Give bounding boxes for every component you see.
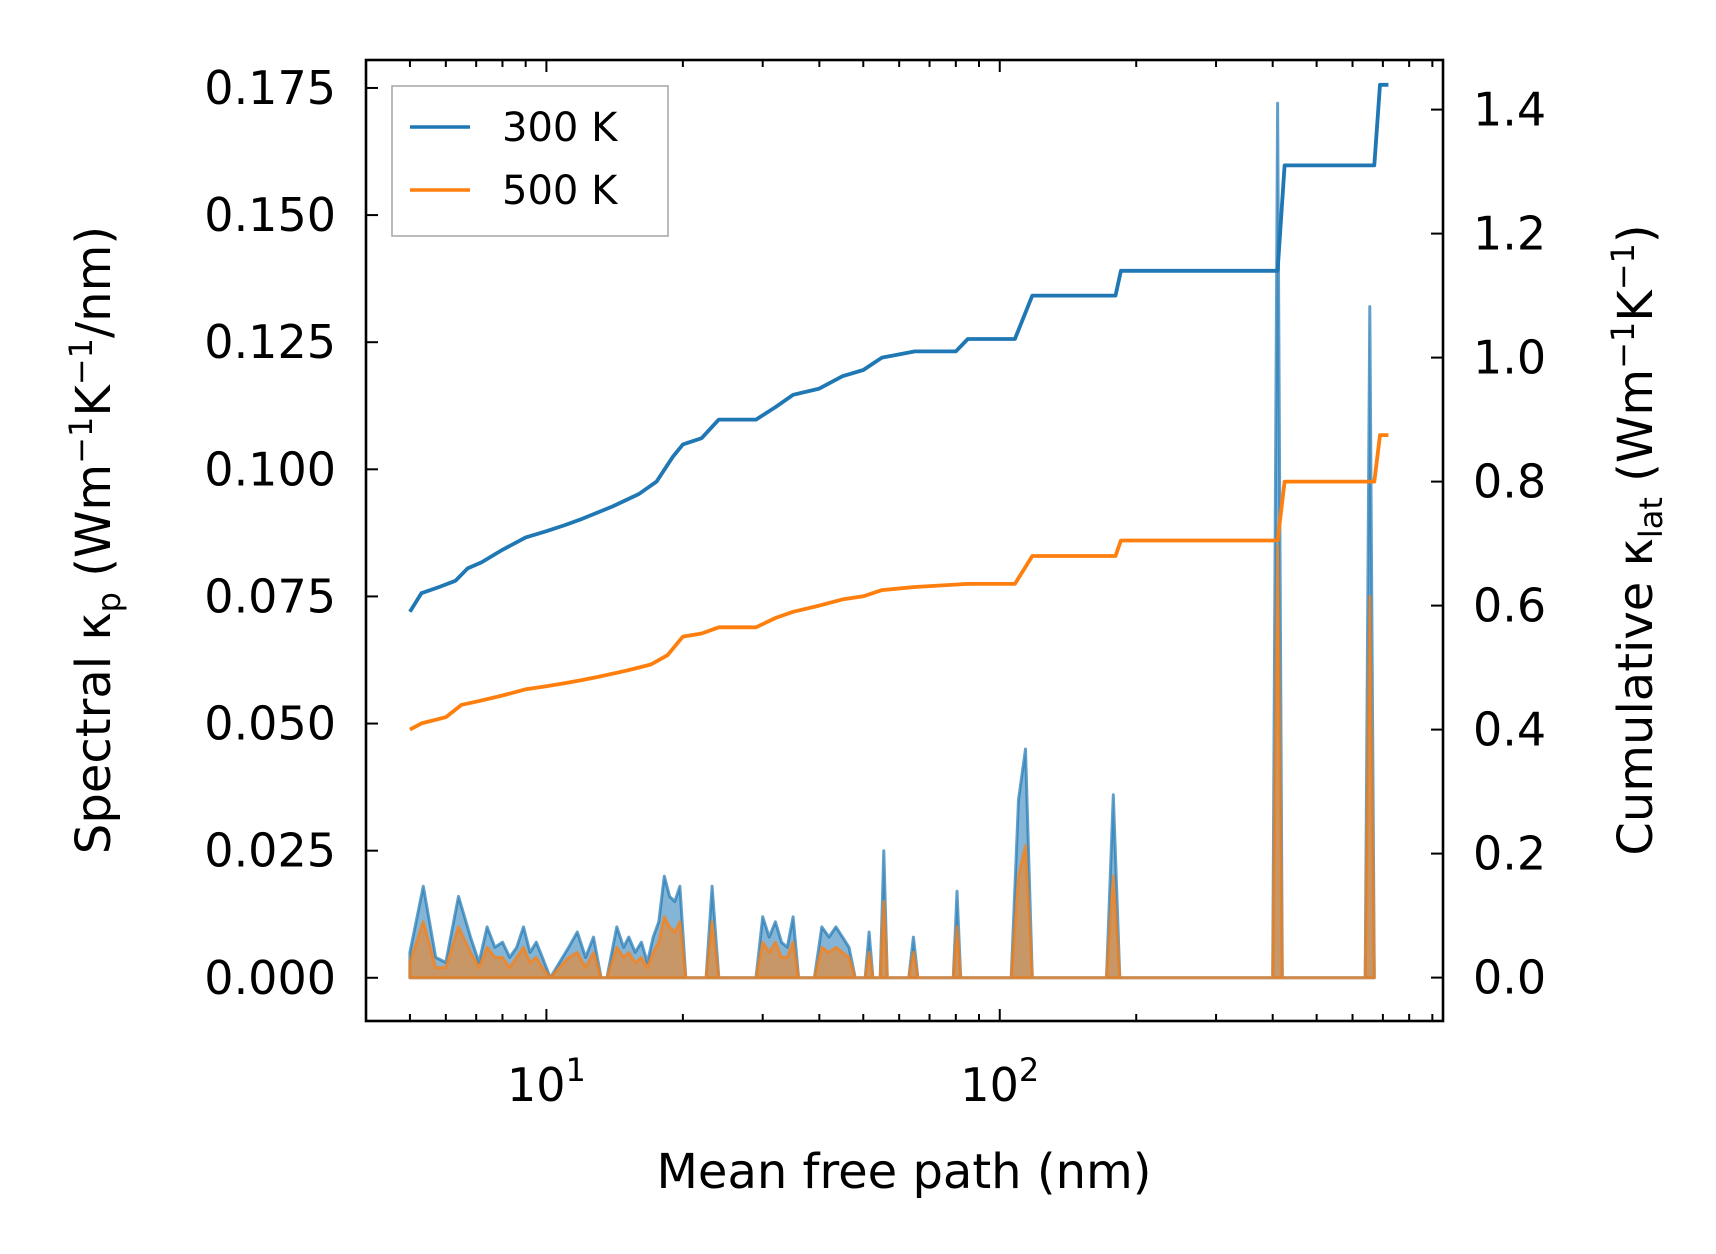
y-left-tick-label: 0.025 (204, 824, 336, 878)
y-left-tick-label: 0.075 (204, 569, 336, 623)
legend: 300 K 500 K (391, 85, 669, 237)
y-left-tick-label: 0.100 (204, 442, 336, 496)
plot-frame (364, 58, 1445, 1023)
y-left-tick-label: 0.150 (204, 188, 336, 242)
y-right-tick-label: 0.8 (1473, 455, 1546, 509)
x-tick-label: 102 (960, 1051, 1039, 1112)
y-right-tick-label: 1.0 (1473, 331, 1546, 385)
y-right-tick-label: 0.4 (1473, 703, 1546, 757)
legend-label-500k: 500 K (502, 168, 619, 214)
y-right-tick-label: 0.6 (1473, 579, 1546, 633)
axis-ticks: 0.000 0.025 0.050 0.075 0.100 0.125 0.150 0.175… (204, 60, 1546, 1112)
spectral-areas (408, 101, 1376, 980)
y-right-tick-label: 1.2 (1473, 207, 1546, 261)
y-axis-right-label: Cumulative κlat (Wm−1K−1) (1604, 224, 1670, 855)
y-left-tick-label: 0.000 (204, 951, 336, 1005)
y-left-tick-label: 0.175 (204, 61, 336, 115)
x-tick-label: 101 (507, 1051, 586, 1112)
cumulative-lines (408, 82, 1389, 732)
y-right-tick-label: 1.4 (1473, 83, 1546, 137)
cumulative-line-300k (408, 82, 1389, 613)
spectral-area-500k (408, 544, 1376, 980)
cumulative-line-500k (408, 433, 1389, 732)
y-right-tick-label: 0.2 (1473, 827, 1546, 881)
y-right-tick-label: 0.0 (1473, 951, 1546, 1005)
legend-box (391, 85, 669, 237)
y-axis-left-label: Spectral κp (Wm−1K−1/nm) (62, 226, 128, 854)
y-left-tick-label: 0.050 (204, 697, 336, 751)
x-axis-label: Mean free path (nm) (657, 1144, 1152, 1200)
legend-label-300k: 300 K (502, 105, 619, 151)
y-left-tick-label: 0.125 (204, 315, 336, 369)
